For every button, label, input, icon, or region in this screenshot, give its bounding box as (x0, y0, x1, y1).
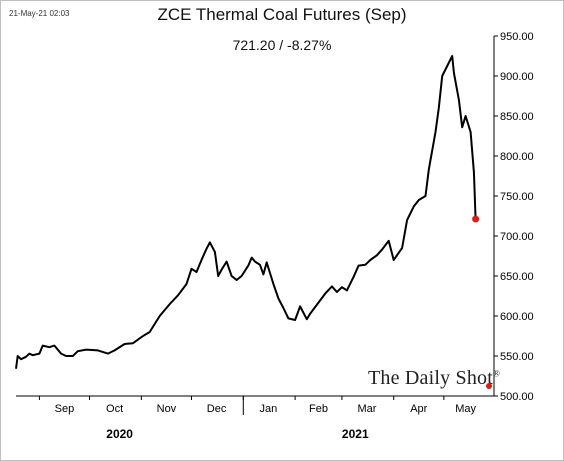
x-tick-label: Mar (358, 403, 377, 415)
watermark-registered-mark: ® (493, 368, 501, 379)
y-tick-label: 950.00 (500, 31, 534, 43)
x-tick-label: May (455, 403, 476, 415)
x-tick-label: Apr (410, 403, 427, 415)
y-tick-label: 550.00 (500, 351, 534, 363)
y-tick-label: 600.00 (500, 311, 534, 323)
y-tick-label: 850.00 (500, 111, 534, 123)
year-label: 2021 (342, 427, 369, 441)
y-tick-label: 900.00 (500, 71, 534, 83)
timestamp: 21-May-21 02:03 (9, 9, 70, 18)
watermark-dot (486, 383, 492, 389)
last-point-marker (472, 215, 480, 223)
series-line (15, 55, 477, 369)
last-value-label: 721.20 / -8.27% (232, 37, 332, 53)
x-tick-label: Dec (207, 403, 227, 415)
data-marks (15, 55, 480, 369)
axes-group: 500.00 550.00 600.00 650.00 700.00 750.00 800.… (16, 31, 534, 441)
x-tick-label: Feb (309, 403, 328, 415)
x-tick-label: Sep (55, 403, 75, 415)
watermark-text: The Daily Shot (368, 367, 494, 389)
year-label: 2020 (106, 427, 133, 441)
chart-title: ZCE Thermal Coal Futures (Sep) (157, 5, 407, 24)
y-tick-label: 500.00 (500, 391, 534, 403)
y-tick-label: 750.00 (500, 191, 534, 203)
x-tick-label: Oct (106, 403, 123, 415)
x-tick-label: Jan (259, 403, 277, 415)
x-tick-label: Nov (157, 403, 177, 415)
y-tick-label: 800.00 (500, 151, 534, 163)
y-tick-label: 650.00 (500, 271, 534, 283)
watermark-logo: The Daily Shot® (368, 367, 500, 390)
y-tick-label: 700.00 (500, 231, 534, 243)
